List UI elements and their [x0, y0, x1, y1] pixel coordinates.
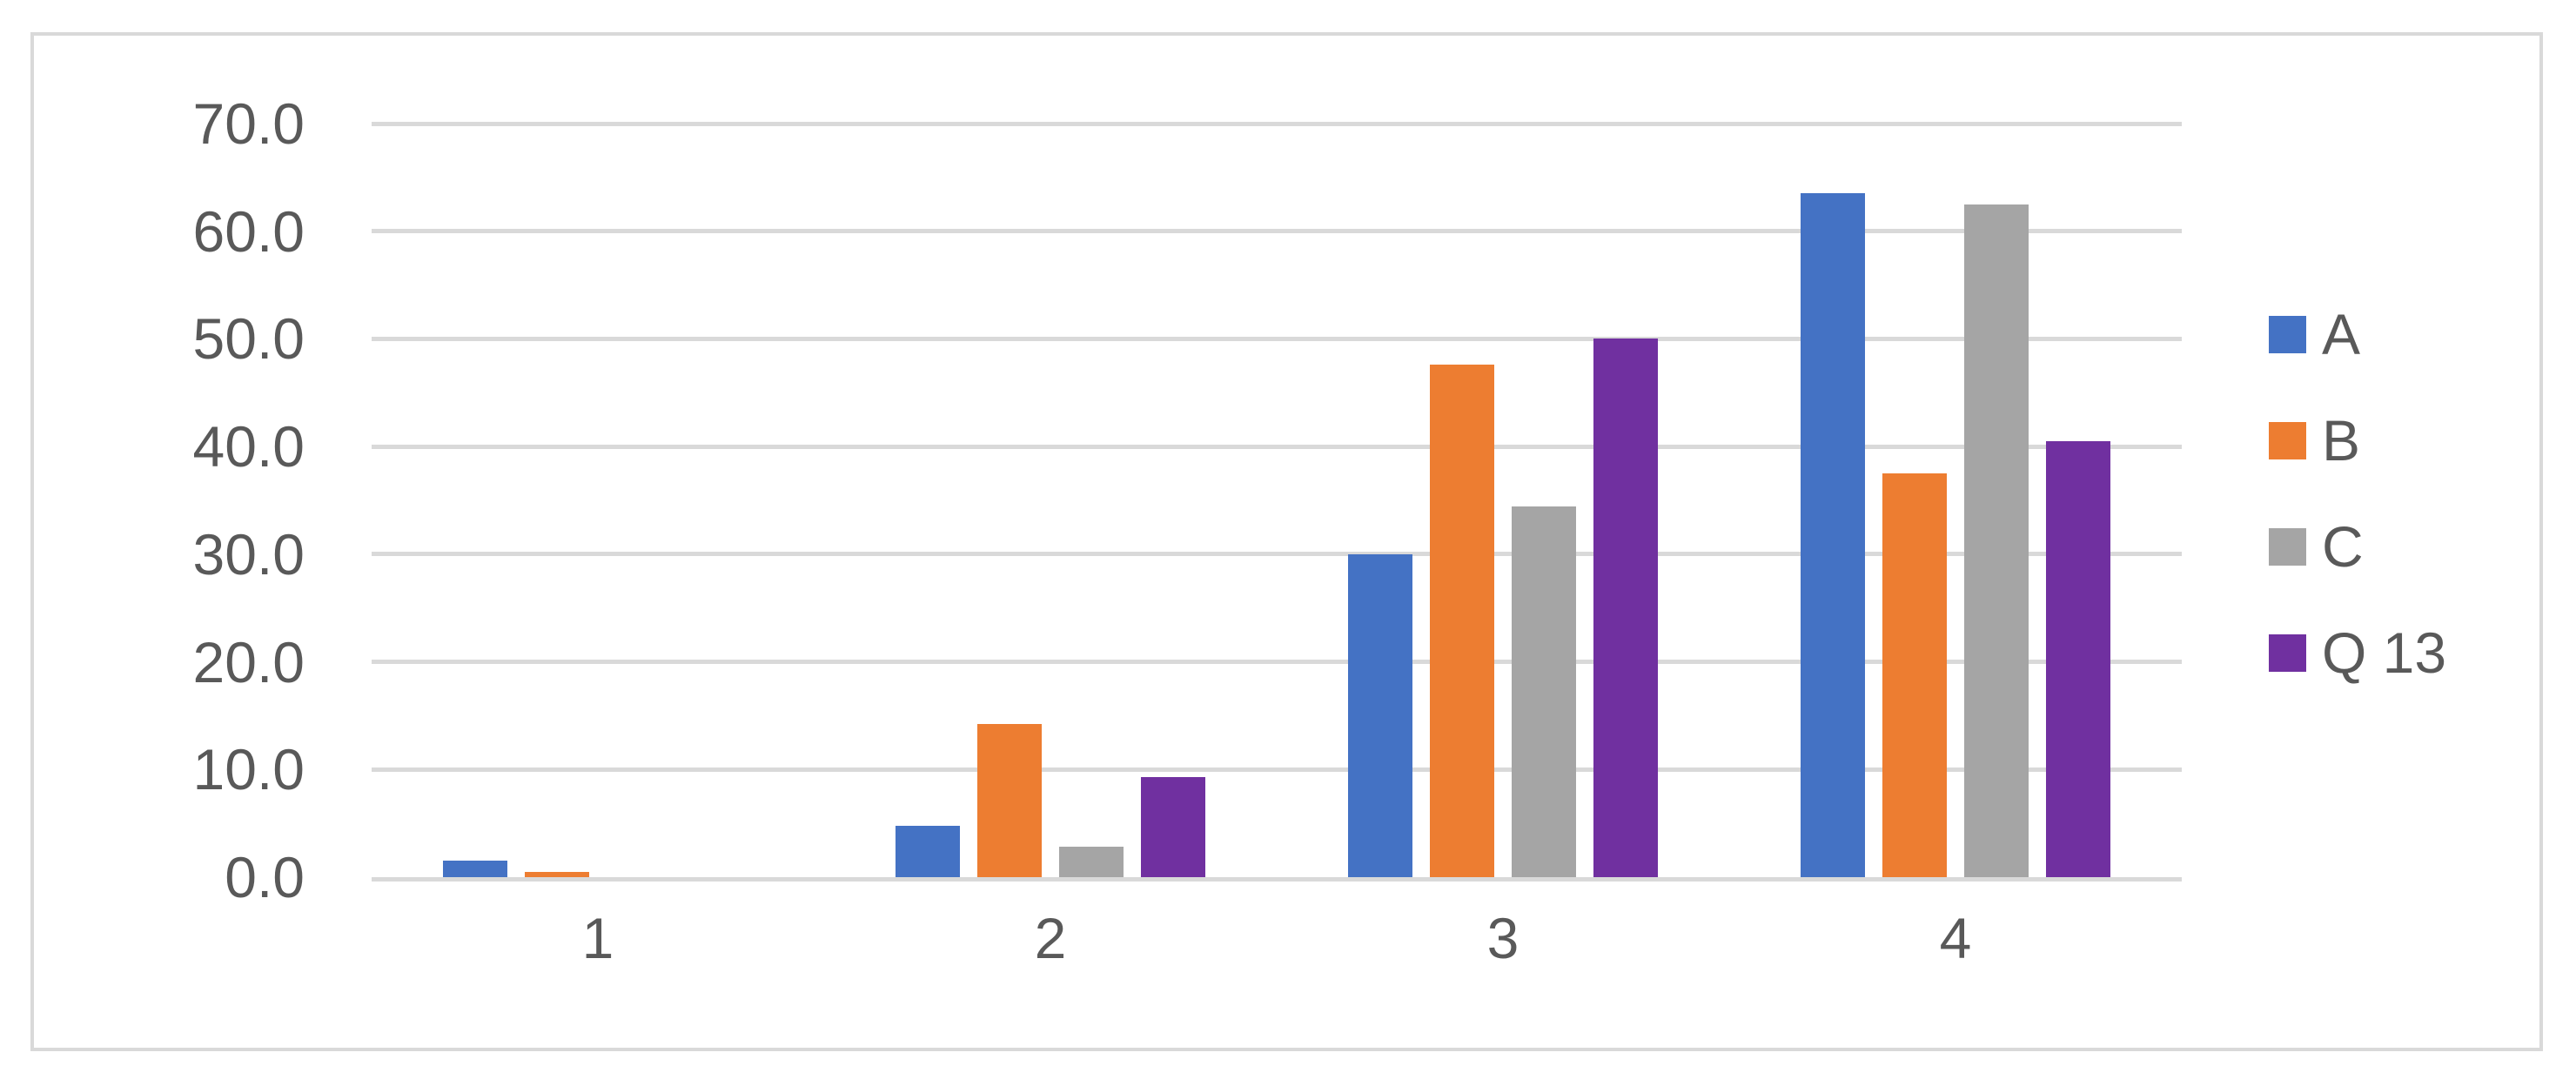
y-tick-label-0.0: 0.0: [225, 845, 305, 909]
legend-item-c: C: [2269, 514, 2364, 579]
bar-q13-cat4: [2046, 441, 2110, 877]
legend-swatch-c: [2269, 527, 2306, 566]
y-tick-label-10.0: 10.0: [192, 737, 305, 801]
x-category-label-3: 3: [1486, 906, 1519, 970]
y-tick-label-20.0: 20.0: [192, 630, 305, 694]
gridline-40: [372, 445, 2182, 449]
gridline-50: [372, 337, 2182, 341]
legend-label-c: C: [2322, 514, 2364, 579]
legend-label-b: B: [2322, 408, 2361, 473]
bar-b-cat2: [977, 724, 1042, 877]
y-tick-label-60.0: 60.0: [192, 199, 305, 264]
plot-area: [372, 122, 2182, 882]
bar-a-cat4: [1801, 193, 1865, 877]
bar-b-cat3: [1430, 365, 1494, 877]
y-tick-label-70.0: 70.0: [192, 91, 305, 156]
bar-a-cat1: [443, 861, 507, 877]
gridline-70: [372, 122, 2182, 126]
y-tick-label-30.0: 30.0: [192, 522, 305, 587]
bar-a-cat2: [896, 826, 960, 877]
bar-c-cat2: [1059, 847, 1124, 877]
bar-c-cat3: [1512, 506, 1576, 877]
bar-b-cat4: [1882, 473, 1947, 877]
x-category-label-2: 2: [1034, 906, 1067, 970]
legend-swatch-a: [2269, 315, 2306, 353]
legend-label-q13: Q 13: [2322, 620, 2447, 685]
bar-q13-cat3: [1593, 339, 1658, 877]
legend-swatch-q13: [2269, 634, 2306, 672]
legend-item-b: B: [2269, 408, 2361, 473]
legend-swatch-b: [2269, 421, 2306, 459]
bar-b-cat1: [525, 872, 589, 877]
bar-q13-cat2: [1141, 777, 1205, 877]
bar-c-cat4: [1964, 204, 2029, 877]
gridline-60: [372, 229, 2182, 233]
legend-item-q13: Q 13: [2269, 620, 2447, 685]
legend-item-a: A: [2269, 302, 2361, 366]
gridline-20: [372, 660, 2182, 664]
x-category-label-4: 4: [1939, 906, 1972, 970]
gridline-10: [372, 768, 2182, 772]
gridline-30: [372, 552, 2182, 556]
legend-label-a: A: [2322, 302, 2361, 366]
gridline-0: [372, 877, 2182, 882]
x-category-label-1: 1: [581, 906, 614, 970]
bar-a-cat3: [1348, 554, 1412, 877]
y-tick-label-40.0: 40.0: [192, 414, 305, 479]
y-tick-label-50.0: 50.0: [192, 306, 305, 371]
